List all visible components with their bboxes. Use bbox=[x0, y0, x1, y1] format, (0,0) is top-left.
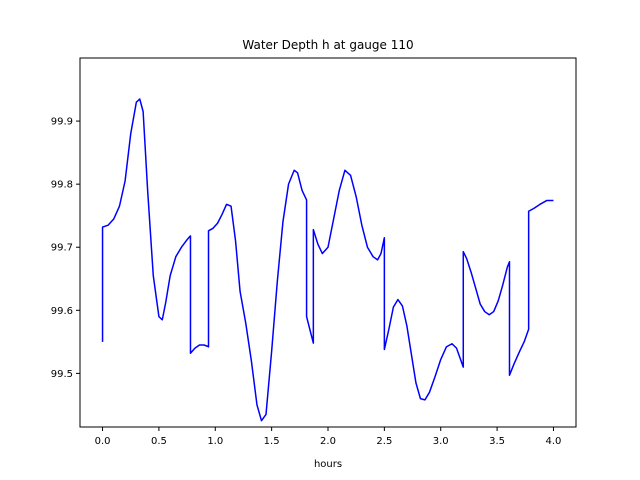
y-tick-label: 99.6 bbox=[51, 306, 73, 317]
x-tick-label: 1.0 bbox=[207, 436, 223, 447]
x-tick-label: 4.0 bbox=[546, 436, 562, 447]
x-tick-label: 3.5 bbox=[489, 436, 505, 447]
series-line bbox=[101, 98, 554, 422]
x-tick-label: 0.0 bbox=[95, 436, 111, 447]
plot-frame bbox=[79, 57, 577, 428]
x-tick-label: 0.5 bbox=[151, 436, 167, 447]
chart-title: Water Depth h at gauge 110 bbox=[242, 38, 413, 52]
x-tick-label: 2.0 bbox=[320, 436, 336, 447]
x-axis: 0.0 0.5 1.0 1.5 2.0 2.5 3.0 3.5 4.0 bbox=[95, 427, 562, 447]
x-tick-label: 2.5 bbox=[376, 436, 392, 447]
y-tick-label: 99.7 bbox=[51, 243, 73, 254]
x-tick-label: 3.0 bbox=[433, 436, 449, 447]
y-axis: 99.5 99.6 99.7 99.8 99.9 bbox=[51, 117, 80, 380]
x-axis-label: hours bbox=[314, 459, 342, 470]
y-tick-label: 99.8 bbox=[51, 180, 73, 191]
y-tick-label: 99.5 bbox=[51, 369, 73, 380]
x-tick-label: 1.5 bbox=[264, 436, 280, 447]
plot-area: 0.0 0.5 1.0 1.5 2.0 2.5 3.0 3.5 4.0 99.5 99.6 99.7… bbox=[51, 57, 577, 447]
y-tick-label: 99.9 bbox=[51, 117, 73, 128]
